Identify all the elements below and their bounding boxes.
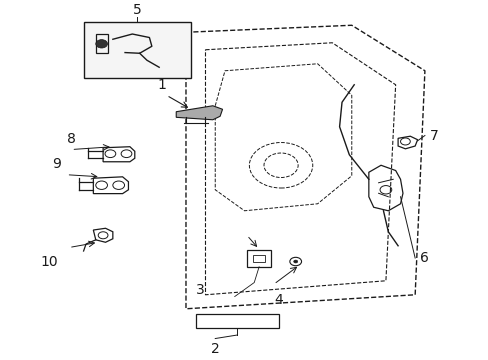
- Bar: [83, 22, 190, 78]
- Text: 8: 8: [67, 132, 76, 146]
- Text: 7: 7: [429, 129, 438, 143]
- Bar: [195, 314, 278, 328]
- Text: 10: 10: [41, 255, 58, 269]
- Bar: [253, 255, 264, 262]
- Circle shape: [96, 40, 107, 48]
- Text: 5: 5: [133, 3, 142, 17]
- Circle shape: [293, 260, 297, 263]
- Text: 3: 3: [196, 283, 204, 297]
- Text: 4: 4: [274, 293, 283, 307]
- Polygon shape: [176, 106, 222, 120]
- Text: 2: 2: [210, 342, 219, 356]
- Text: 6: 6: [419, 251, 428, 265]
- Text: 9: 9: [52, 157, 61, 171]
- Bar: [96, 34, 108, 53]
- Text: 1: 1: [157, 78, 166, 92]
- Bar: [246, 250, 271, 267]
